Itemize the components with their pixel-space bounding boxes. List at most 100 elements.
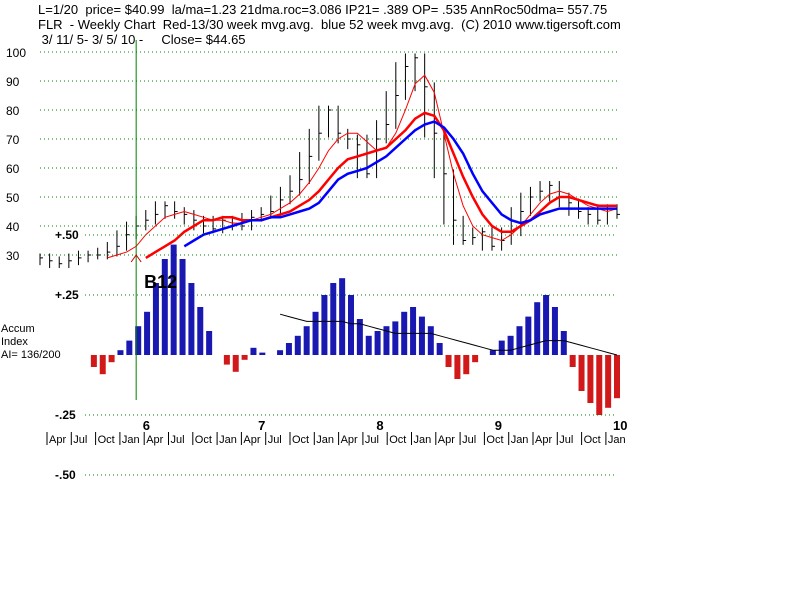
accum-tick-label: -.50 <box>55 468 76 482</box>
price-bars <box>39 53 620 269</box>
ma30-line <box>145 111 617 259</box>
x-month-label: Oct <box>98 434 115 446</box>
accum-bar <box>516 326 523 355</box>
x-month-label: Jan <box>316 434 334 446</box>
x-year-label: 6 <box>143 418 150 433</box>
x-month-label: Jul <box>559 434 573 446</box>
accum-bar <box>277 350 284 355</box>
accum-index-bars <box>90 244 620 415</box>
price-tick-label: 70 <box>6 133 20 147</box>
accum-tick-label: -.25 <box>55 408 76 422</box>
price-tick-label: 60 <box>6 162 20 176</box>
accum-bar <box>445 355 452 367</box>
x-month-label: Oct <box>584 434 601 446</box>
price-tick-label: 90 <box>6 75 20 89</box>
price-tick-label: 40 <box>6 220 20 234</box>
x-month-label: Apr <box>243 434 260 446</box>
accum-bar <box>99 355 106 375</box>
x-month-label: Oct <box>195 434 212 446</box>
accum-bar <box>534 302 541 355</box>
x-month-label: Jul <box>268 434 282 446</box>
price-tick-label: 50 <box>6 191 20 205</box>
accum-bar <box>206 331 213 355</box>
accum-bar <box>179 259 186 355</box>
x-month-label: Apr <box>341 434 358 446</box>
buy-signal: B12 <box>130 40 177 400</box>
price-tick-label: 30 <box>6 249 20 263</box>
accum-bar <box>605 355 612 408</box>
ma13-line <box>107 74 618 259</box>
accum-bar <box>321 295 328 355</box>
accum-bar <box>427 326 434 355</box>
accum-bar <box>90 355 97 367</box>
accum-bar <box>498 340 505 355</box>
accum-bar <box>392 321 399 355</box>
accum-bar <box>489 350 496 355</box>
accum-bar <box>463 355 470 375</box>
accum-bar <box>472 355 479 363</box>
accum-bar <box>294 335 301 355</box>
x-month-label: Apr <box>49 434 66 446</box>
accum-bar <box>578 355 585 391</box>
x-month-label: Jan <box>122 434 140 446</box>
accum-bar <box>560 331 567 355</box>
accum-bar <box>330 283 337 355</box>
chart-header-line2: FLR - Weekly Chart Red-13/30 week mvg.av… <box>38 17 621 32</box>
accum-bar <box>161 259 168 355</box>
accum-label-2: Index <box>1 336 28 348</box>
accum-index-ma-line <box>279 313 618 356</box>
x-month-label: Apr <box>146 434 163 446</box>
accum-bar <box>312 311 319 355</box>
x-month-label: Jul <box>365 434 379 446</box>
accum-bar <box>348 295 354 355</box>
accum-bar <box>569 355 576 367</box>
accum-bar <box>374 331 381 355</box>
accum-y-axis: +.50 +.25 -.25 -.50 <box>55 228 79 482</box>
accum-bar <box>587 355 594 403</box>
accum-bar <box>507 335 514 355</box>
accum-bar <box>144 311 151 355</box>
chart-header-line3: 3/ 11/ 5- 3/ 5/ 10 - Close= $44.65 <box>38 32 246 47</box>
accum-bar <box>241 355 248 360</box>
x-month-label: Jan <box>219 434 237 446</box>
accum-bar <box>223 355 230 365</box>
accum-bar <box>356 319 363 355</box>
accum-bar <box>117 350 124 355</box>
accum-bar <box>188 283 195 355</box>
x-month-label: Oct <box>292 434 309 446</box>
accum-tick-label: +.25 <box>55 288 79 302</box>
accum-bar <box>303 326 310 355</box>
x-year-label: 7 <box>258 418 265 433</box>
x-axis: 6 7 8 9 10 Apr Jul Oct Jan Apr Jul Oct Jan Apr Jul Oct J… <box>46 418 627 446</box>
x-year-label: 9 <box>495 418 502 433</box>
x-month-label: Apr <box>535 434 552 446</box>
accum-ma-line <box>279 313 618 356</box>
x-year-label: 8 <box>376 418 383 433</box>
signal-arrow <box>130 254 142 263</box>
accum-bar <box>410 307 417 355</box>
x-month-label: Jul <box>171 434 185 446</box>
accum-bar <box>197 307 204 355</box>
accum-tick-label: +.50 <box>55 228 79 242</box>
price-tick-label: 100 <box>6 46 26 60</box>
accum-bar <box>152 283 159 355</box>
x-month-label: Apr <box>438 434 455 446</box>
accum-bar <box>126 340 133 355</box>
accum-bar <box>436 343 443 355</box>
accum-bar <box>365 335 372 355</box>
accum-bar <box>135 326 142 355</box>
chart-header-line1: L=1/20 price= $40.99 la/ma=1.23 21dma.ro… <box>38 2 608 17</box>
accum-bar <box>170 244 177 355</box>
x-month-label: Jan <box>511 434 529 446</box>
price-y-axis: 100 90 80 70 60 50 40 30 <box>6 46 26 263</box>
x-month-label: Jul <box>462 434 476 446</box>
signal-label: B12 <box>144 272 177 292</box>
x-year-label: 10 <box>613 418 627 433</box>
accum-bar <box>551 307 558 355</box>
x-month-label: Oct <box>389 434 406 446</box>
accum-bar <box>285 343 292 355</box>
x-month-label: Jul <box>73 434 87 446</box>
accum-bar <box>454 355 461 379</box>
accum-bar <box>418 316 425 355</box>
accum-bar <box>525 316 532 355</box>
